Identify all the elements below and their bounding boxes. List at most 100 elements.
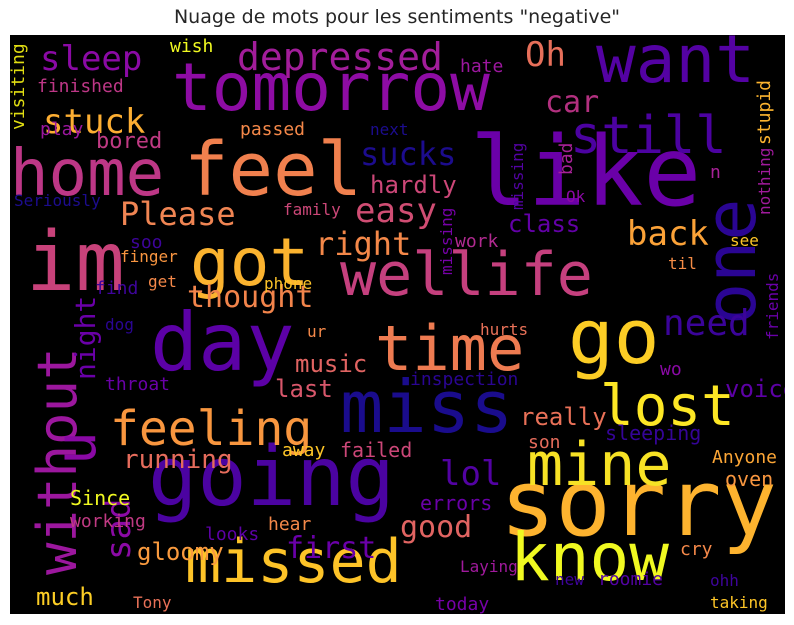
word-last: last [275,375,333,403]
word-back: back [627,214,709,254]
word-go: go [568,292,660,381]
word-like: like [470,116,701,228]
word-find: find [95,278,138,299]
word-stuck: stuck [43,102,145,142]
word-son: son [528,432,561,453]
word-want: want [596,35,755,98]
word-away: away [282,440,326,461]
word-really: really [520,403,607,431]
word-feel: feel [184,127,362,213]
word-get: get [148,272,177,291]
word-sleeping: sleeping [605,421,701,445]
word-feeling: feeling [110,401,312,457]
word-miss: miss [340,365,513,449]
word-im: im [26,215,125,310]
word-new: new [555,570,584,589]
word-easy: easy [355,191,437,231]
word-dog: dog [105,315,134,334]
word-cloud: sorry going miss like day go feel tomorrow want k… [10,35,785,614]
word-one: one [690,199,772,325]
word-music: music [295,350,367,378]
word-mine: mine [527,430,672,500]
word-play: play [40,119,84,140]
word-voice: voice [725,375,785,403]
word-missing: missing [508,143,527,210]
word-stupid: stupid [754,80,775,145]
word-hurts: hurts [480,320,528,339]
word-failed: failed [340,438,412,462]
word-finished: finished [37,76,124,97]
word-ok: Ok [566,187,586,206]
word-running: running [123,445,233,475]
word-visiting: visiting [10,43,29,130]
word-hardly: hardly [370,171,457,199]
word-much: much [36,583,94,611]
word-car: car [545,85,599,120]
word-got: got [190,224,309,301]
word-time: time [375,312,524,385]
word-bad: bad [556,142,577,175]
word-sorry: sorry [500,450,777,557]
word-right: right [315,225,411,263]
word-day: day [150,296,295,389]
chart-title: Nuage de mots pour les sentiments "negat… [173,6,621,28]
word-class: class [508,210,580,238]
word-wo: wo [660,359,682,380]
word-cry: cry [680,539,713,560]
word-inspection: inspection [410,369,518,390]
word-today: today [435,594,489,614]
word-oh: Oh [525,35,566,75]
word-anyone: Anyone [712,447,777,468]
word-since: Since [70,486,130,510]
word-wish: wish [170,36,213,57]
word-finger: finger [120,247,178,266]
word-u: u [44,431,109,465]
word-soo: soo [130,232,163,253]
word-please: Please [120,195,236,233]
word-family: family [283,200,341,219]
word-tomorrow: tomorrow [172,49,490,126]
word-first: first [286,531,376,566]
word-n: n [710,162,721,183]
word-thought: thought [187,280,313,315]
word-taking: taking [710,593,768,612]
word-seriously: Seriously [14,191,101,210]
word-missing: missing [437,208,456,275]
word-without: without [26,347,89,575]
word-errors: errors [420,491,492,515]
word-throat: throat [105,374,170,395]
word-need: need [663,303,750,344]
word-looks: looks [205,524,259,545]
word-sad: sad [99,499,139,560]
word-good: good [400,510,472,545]
word-ur: ur [307,322,327,341]
word-missed: missed [185,527,402,597]
word-roomie: roomie [598,569,663,590]
word-see: see [730,231,759,250]
word-bored: bored [96,129,162,154]
word-phone: phone [264,274,312,293]
word-oven: oven [725,467,773,491]
word-going: going [148,430,395,525]
word-work: work [455,231,499,252]
word-home: home [10,137,164,211]
word-til: til [668,254,697,273]
word-gloomy: gloomy [137,538,224,566]
word-sucks: sucks [360,135,456,173]
word-lol: lol [440,454,501,494]
word-working: working [70,511,146,532]
word-night: night [69,296,102,380]
word-wellife: wellife [340,240,593,310]
word-laying: Laying [460,557,518,576]
word-sleep: sleep [40,39,142,79]
word-still: still [570,106,727,166]
word-hear: hear [268,514,312,535]
word-passed: passed [240,119,305,140]
word-nothing: nothing [755,148,774,215]
word-lost: lost [600,374,735,439]
word-tony: Tony [133,593,172,612]
word-know: know [510,519,669,596]
word-friends: friends [763,273,782,340]
word-ohh: ohh [710,571,739,590]
